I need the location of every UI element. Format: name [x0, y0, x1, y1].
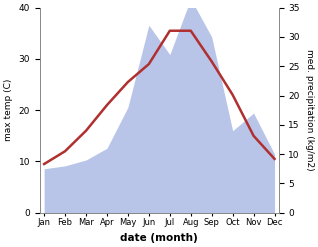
- X-axis label: date (month): date (month): [121, 233, 198, 243]
- Y-axis label: max temp (C): max temp (C): [4, 79, 13, 141]
- Y-axis label: med. precipitation (kg/m2): med. precipitation (kg/m2): [305, 49, 314, 171]
